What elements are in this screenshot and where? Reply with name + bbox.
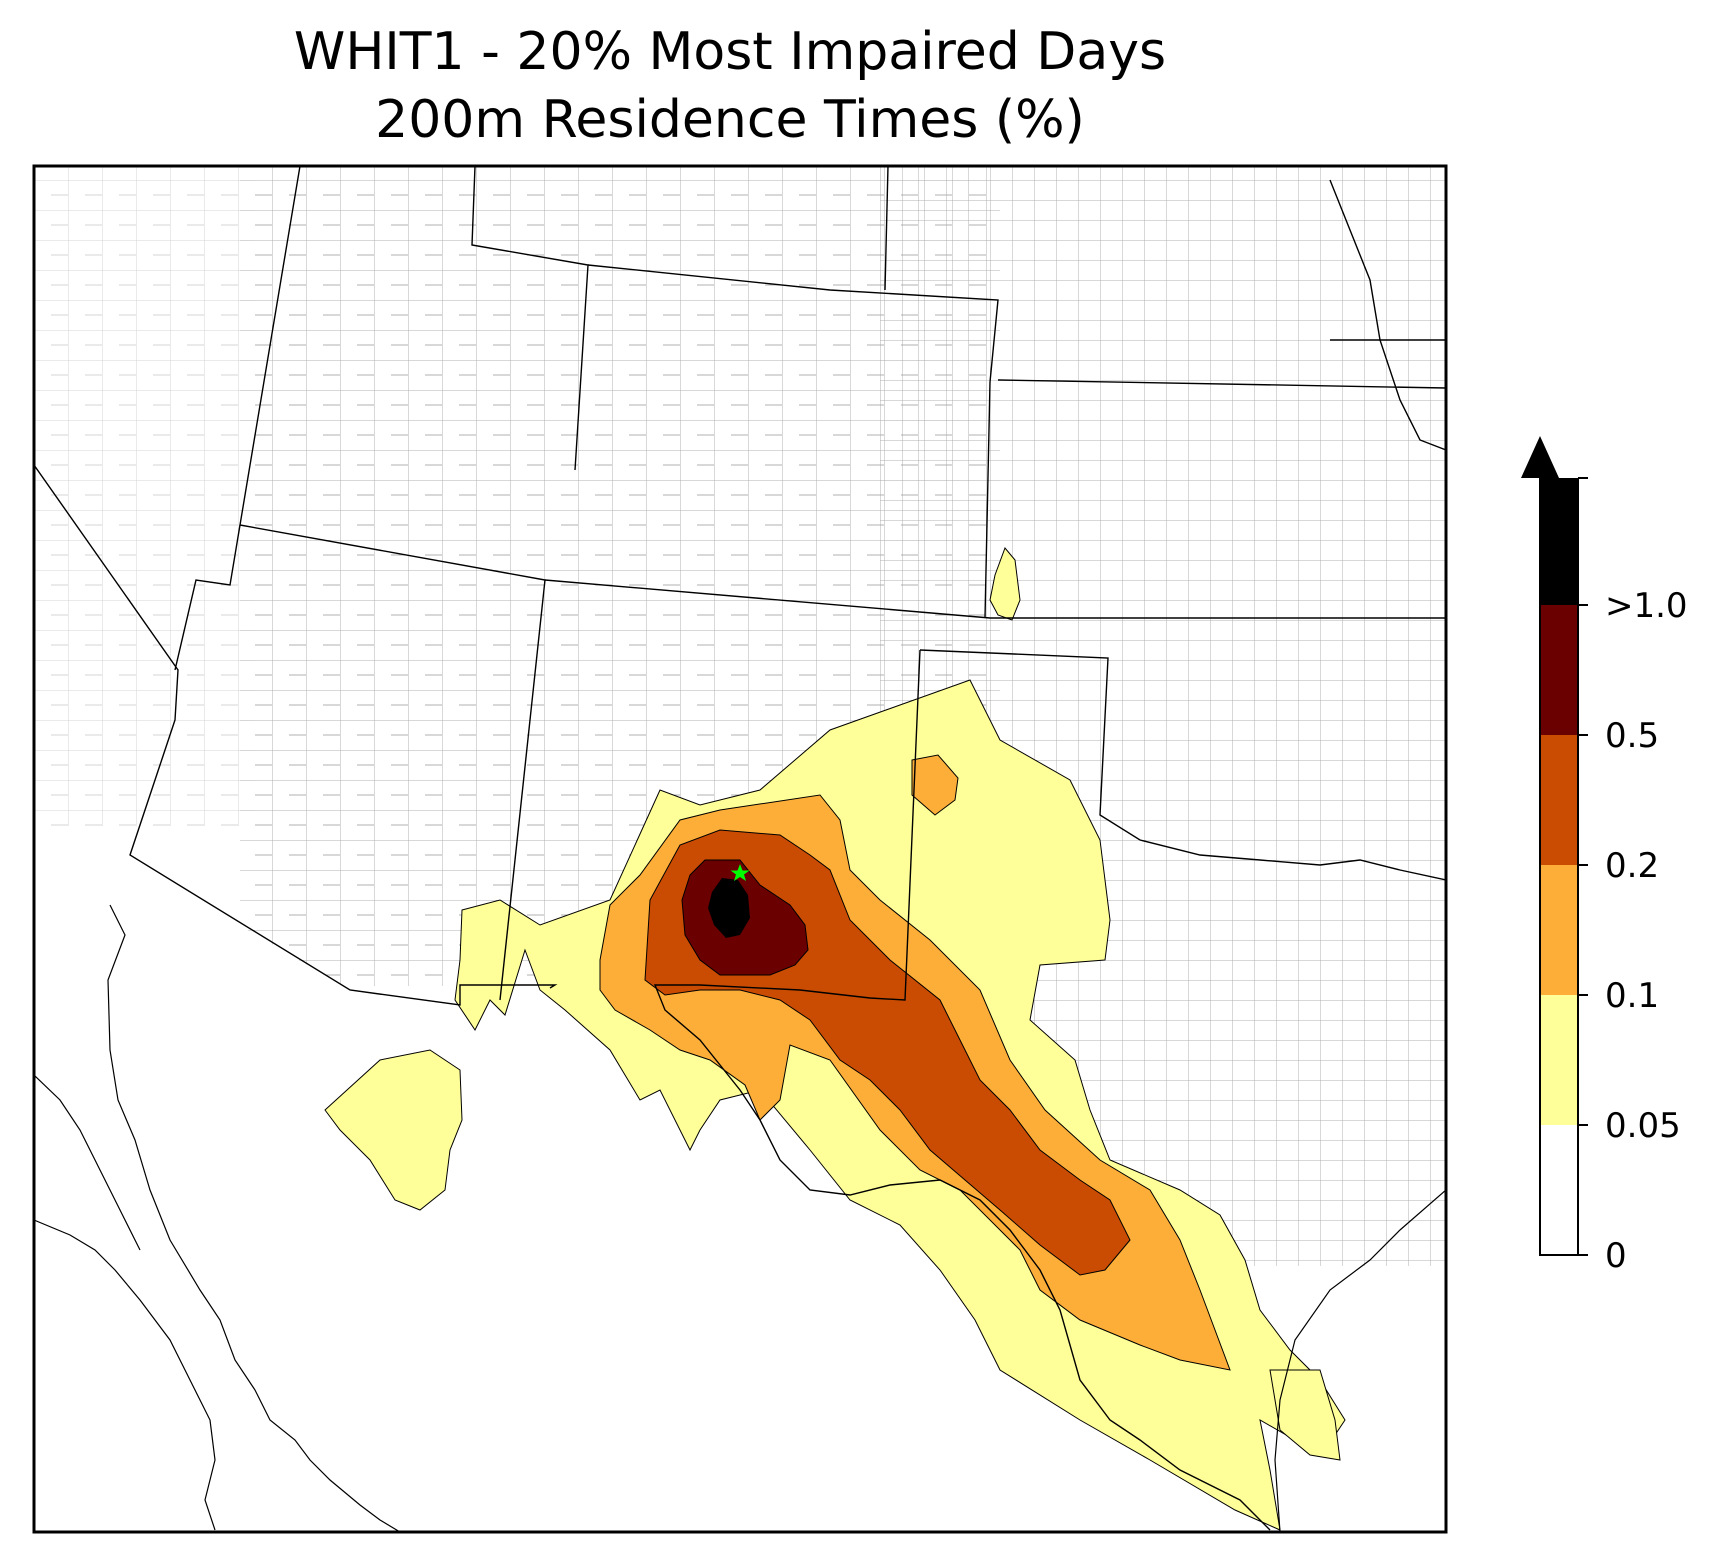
map-title-line-2: 200m Residence Times (%) [375, 90, 1085, 150]
colorbar-label-0-5: 0.5 [1605, 716, 1660, 756]
map-frame [32, 164, 1448, 1534]
mexico-region [34, 830, 1260, 1532]
colorbar-label-0-2: 0.2 [1605, 846, 1660, 886]
colorbar-label-0: 0 [1605, 1236, 1627, 1276]
coastline [34, 904, 1446, 1532]
colorbar [1521, 436, 1588, 1256]
map-title-line-1: WHIT1 - 20% Most Impaired Days [293, 22, 1167, 82]
contour-above-1 [708, 878, 750, 938]
colorbar-label-0-1: 0.1 [1605, 976, 1660, 1016]
colorbar-extend-arrow [1521, 436, 1559, 478]
site-marker-star [730, 864, 750, 881]
state-boundaries [34, 166, 1446, 1531]
map-canvas [34, 166, 1446, 1532]
colorbar-label-gt-1: >1.0 [1605, 586, 1688, 626]
colorbar-label-0-05: 0.05 [1605, 1106, 1681, 1146]
